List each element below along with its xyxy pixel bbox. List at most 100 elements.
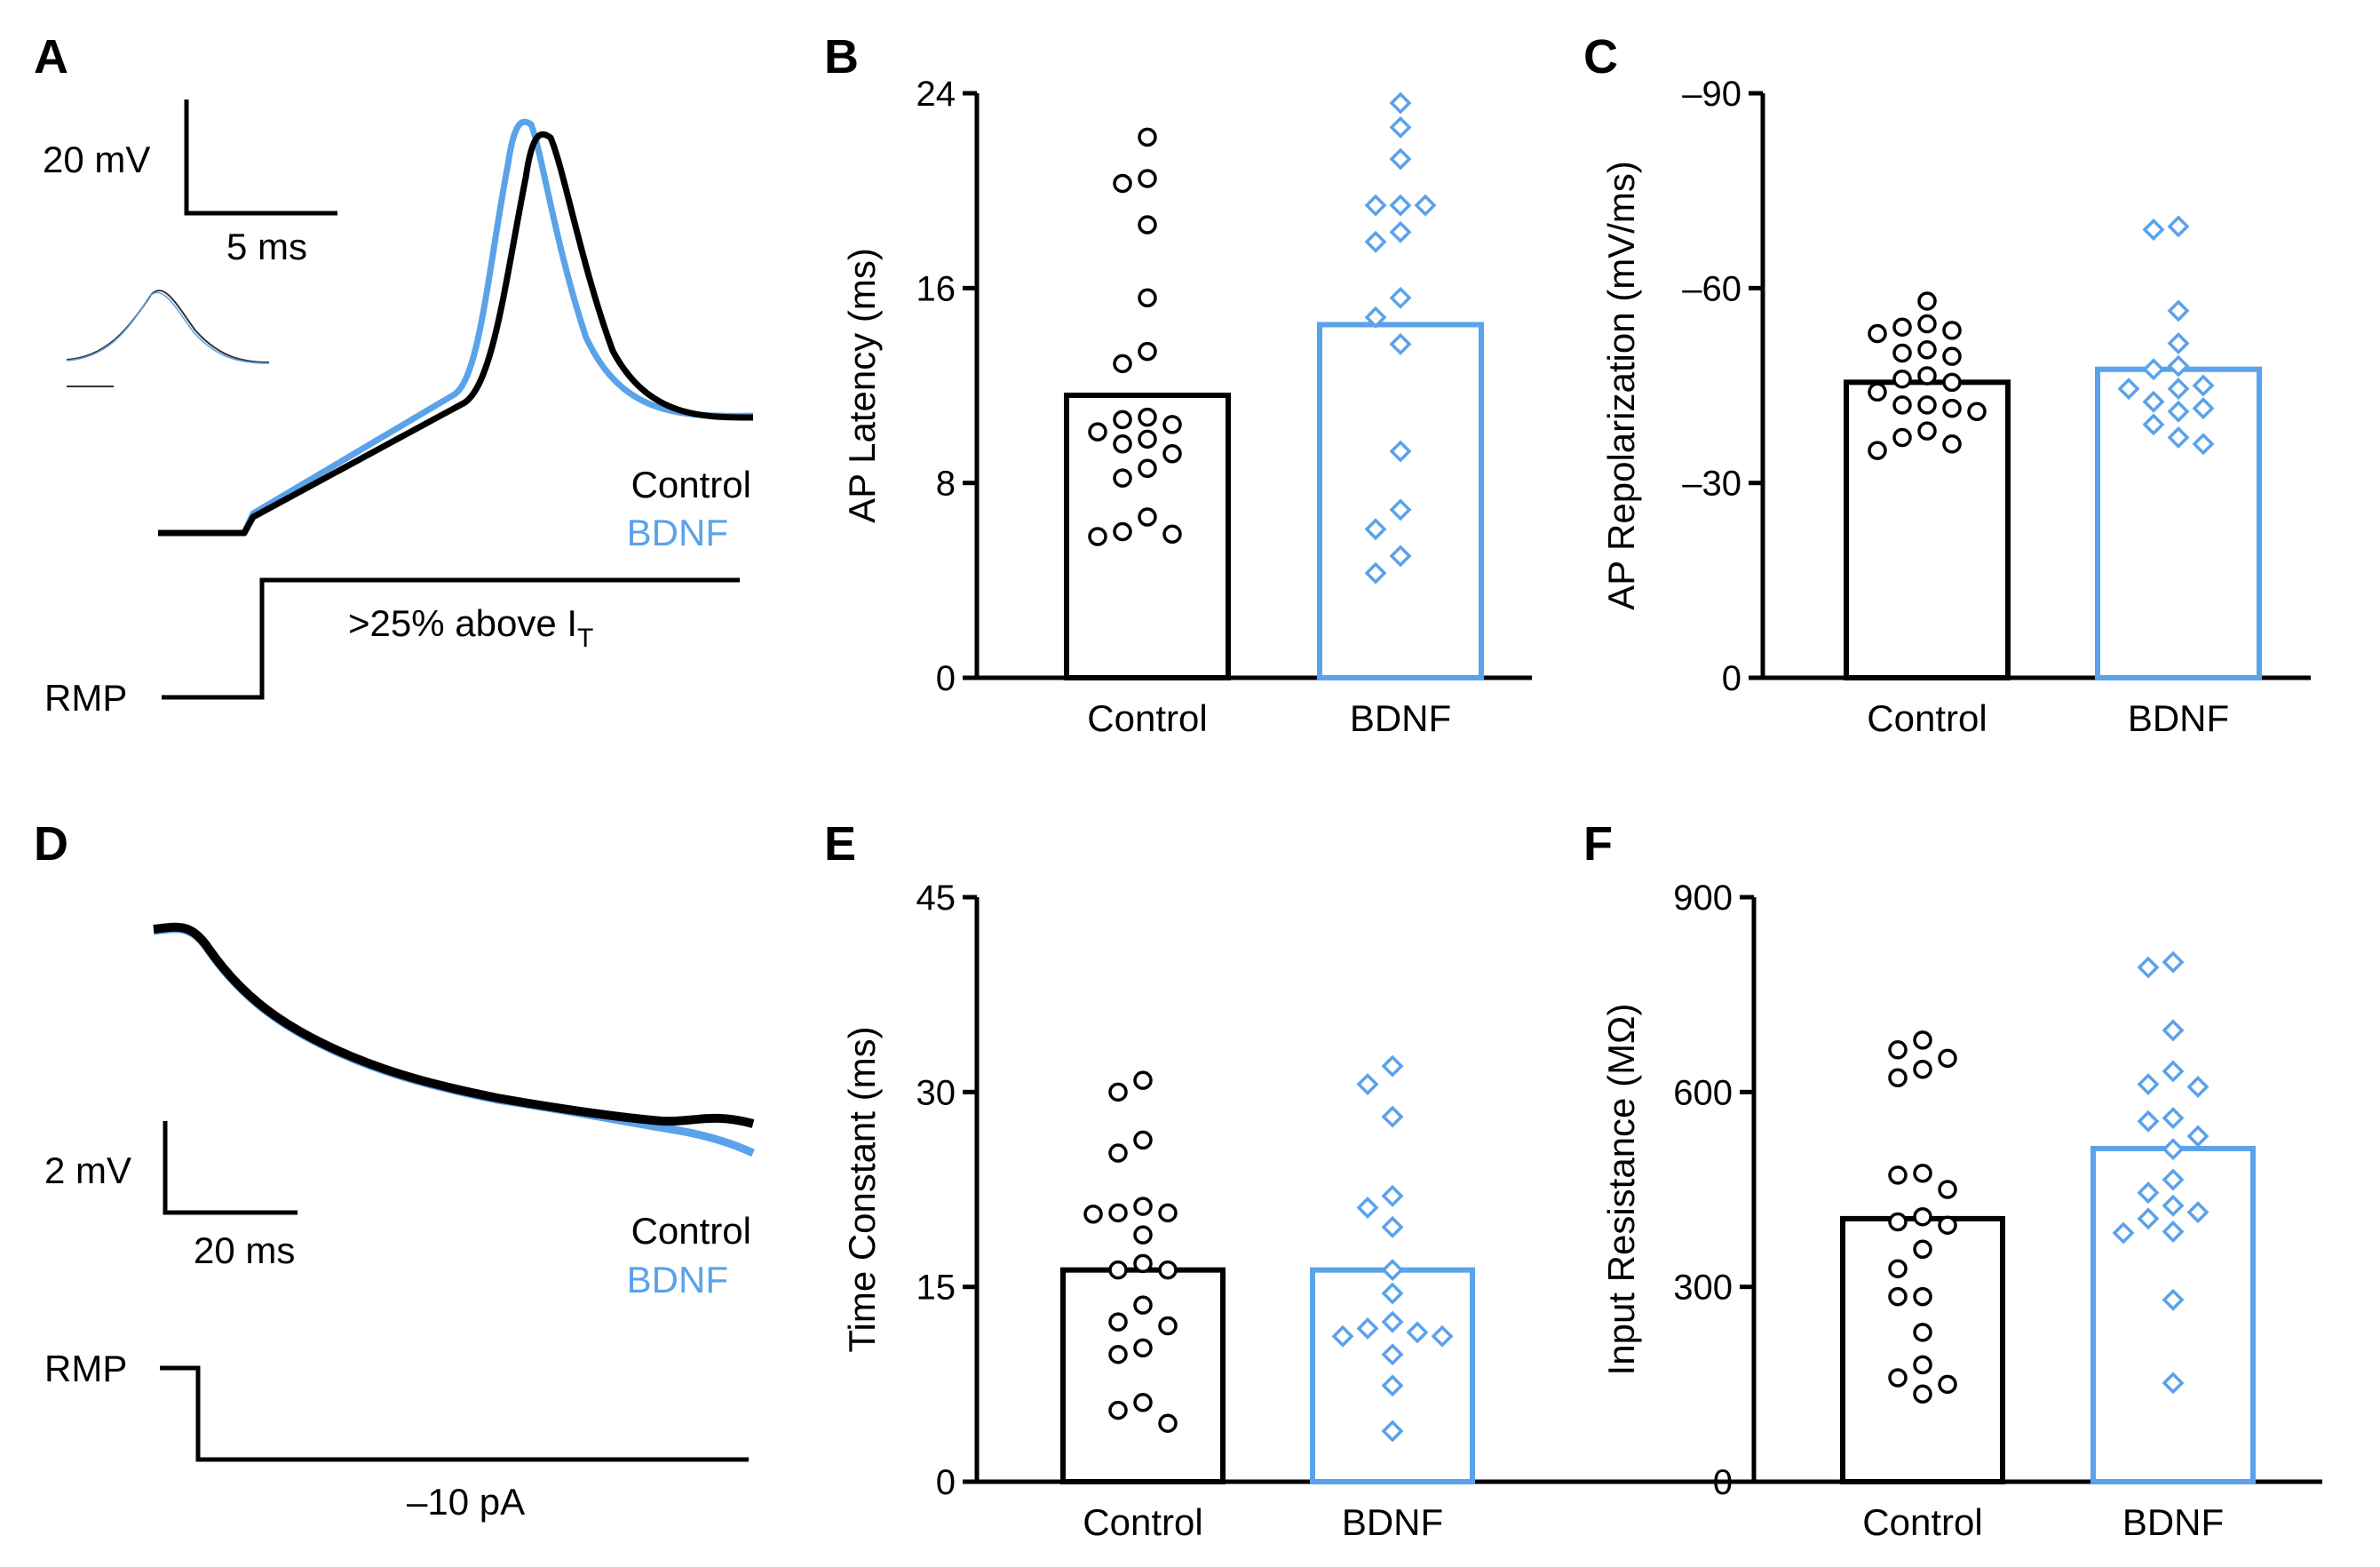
y-tick-label-e: 45	[916, 879, 956, 918]
x-tick-label-f: Control	[1862, 1501, 1982, 1543]
point-e-control	[1158, 1260, 1178, 1280]
panel-label-b: B	[824, 30, 859, 84]
point-c-bdnf	[2192, 433, 2215, 456]
point-f-bdnf	[2162, 1019, 2185, 1042]
point-f-control	[1888, 1040, 1908, 1060]
panel-label-f: F	[1583, 817, 1613, 871]
point-b-control	[1138, 341, 1157, 362]
point-b-control	[1162, 444, 1182, 464]
bar-b-control	[1064, 392, 1231, 680]
point-f-bdnf	[2137, 1073, 2160, 1096]
point-b-control	[1113, 173, 1132, 194]
point-b-control	[1162, 415, 1182, 434]
point-f-control	[1938, 1180, 1957, 1199]
panel-a: A 20 mV 5 ms Control BDNF RMP >25% above…	[34, 30, 754, 719]
point-f-control	[1913, 1206, 1932, 1227]
point-c-bdnf	[2167, 426, 2190, 449]
point-f-bdnf	[2137, 956, 2160, 979]
rmp-label-a: RMP	[44, 677, 127, 719]
y-tick-label-c: 0	[1722, 659, 1741, 698]
point-b-bdnf	[1364, 194, 1387, 217]
point-e-control	[1133, 1338, 1153, 1358]
point-c-control	[1868, 323, 1887, 344]
stimulus-step-d	[160, 1365, 749, 1462]
point-e-control	[1133, 1393, 1153, 1412]
point-f-control	[1913, 1384, 1932, 1404]
ap-trace-control	[158, 131, 754, 537]
point-c-bdnf	[2142, 358, 2165, 381]
panel-e: E 0 15 30 45 Time Constant (ms) Control BDNF	[824, 817, 2322, 1543]
x-tick-label-b: Control	[1087, 697, 1207, 739]
point-e-bdnf	[1381, 1282, 1404, 1305]
point-e-control	[1108, 1260, 1128, 1280]
point-c-bdnf	[2167, 354, 2190, 378]
point-c-control	[1917, 395, 1937, 415]
point-c-bdnf	[2167, 299, 2190, 322]
point-c-control	[1917, 340, 1937, 360]
y-tick-label-f: 600	[1673, 1073, 1733, 1112]
point-e-bdnf	[1356, 1196, 1379, 1219]
point-b-bdnf	[1389, 194, 1412, 217]
point-c-control	[1917, 421, 1937, 441]
point-c-control	[1917, 366, 1937, 386]
point-f-control	[1888, 1259, 1908, 1278]
point-c-control	[1917, 291, 1937, 311]
stimulus-step-a	[162, 577, 740, 700]
point-f-bdnf	[2162, 1194, 2185, 1217]
point-c-control	[1942, 398, 1962, 418]
point-e-bdnf	[1381, 1374, 1404, 1397]
point-f-control	[1913, 1239, 1932, 1260]
point-b-bdnf	[1389, 545, 1412, 568]
point-c-bdnf	[2142, 390, 2165, 413]
point-f-bdnf	[2162, 1372, 2185, 1395]
point-e-control	[1158, 1316, 1178, 1336]
point-f-control	[1888, 1068, 1908, 1087]
point-b-control	[1138, 169, 1157, 188]
scale-voltage-a: 20 mV	[43, 139, 150, 180]
point-c-bdnf	[2167, 400, 2190, 423]
point-e-bdnf	[1381, 1343, 1404, 1366]
panel-c: C 0 –30 –60 –90 AP Repolarization (mV/ms) Con…	[1583, 30, 2311, 739]
point-f-control	[1888, 1368, 1908, 1388]
point-f-bdnf	[2162, 1168, 2185, 1191]
point-b-bdnf	[1389, 91, 1412, 115]
point-c-control	[1892, 395, 1912, 415]
panel-label-d: D	[34, 817, 68, 871]
point-c-bdnf	[2142, 413, 2165, 436]
point-b-control	[1113, 354, 1132, 374]
point-b-bdnf	[1364, 518, 1387, 541]
y-axis-title-b: AP Latency (ms)	[841, 248, 883, 523]
panel-label-c: C	[1583, 30, 1618, 84]
point-b-control	[1138, 458, 1157, 478]
point-b-control	[1138, 127, 1157, 147]
point-f-bdnf	[2162, 1288, 2185, 1311]
y-tick-label-c: –90	[1682, 75, 1741, 114]
point-e-control	[1108, 1203, 1128, 1223]
panel-f: F 0 300 600 900 Input Resistance (MΩ) Control…	[1583, 817, 2322, 1543]
point-c-bdnf	[2117, 378, 2140, 401]
y-axis-title-f: Input Resistance (MΩ)	[1600, 1004, 1642, 1376]
panel-d: D 2 mV 20 ms Control BDNF RMP –10 pA	[34, 817, 755, 1523]
point-b-bdnf	[1389, 115, 1412, 139]
point-b-control	[1138, 429, 1157, 449]
point-c-control	[1892, 369, 1912, 389]
point-e-control	[1108, 1344, 1128, 1364]
point-b-control	[1162, 524, 1182, 544]
point-b-control	[1113, 468, 1132, 488]
point-f-bdnf	[2112, 1221, 2135, 1245]
x-tick-label-f: BDNF	[2122, 1501, 2224, 1543]
y-axis-title-e: Time Constant (ms)	[841, 1026, 883, 1352]
y-tick-label-b: 24	[916, 75, 956, 114]
point-e-control	[1133, 1225, 1153, 1245]
point-f-bdnf	[2162, 1060, 2185, 1083]
point-b-control	[1088, 422, 1107, 441]
panel-b: B 0 8 16 24 AP Latency (ms) Control BDNF	[824, 30, 1532, 739]
point-b-bdnf	[1364, 306, 1387, 329]
point-b-control	[1113, 410, 1132, 430]
point-f-control	[1938, 1215, 1957, 1235]
panel-label-a: A	[34, 30, 68, 84]
x-tick-label-b: BDNF	[1350, 697, 1451, 739]
point-b-control	[1138, 288, 1157, 308]
point-b-control	[1138, 215, 1157, 235]
point-c-control	[1942, 372, 1962, 393]
